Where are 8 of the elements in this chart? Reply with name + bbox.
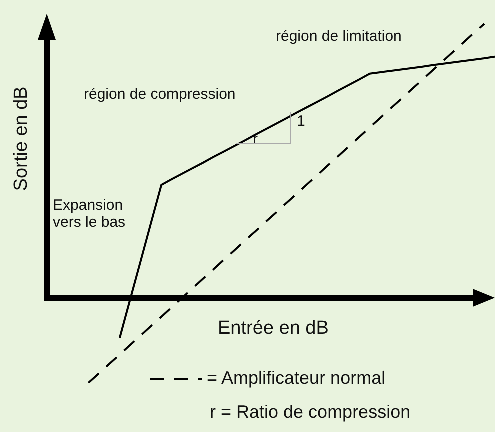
x-axis-title: Entrée en dB xyxy=(218,318,329,340)
annotation: région de compression xyxy=(84,86,236,104)
annotation: Expansion vers le bas xyxy=(53,197,126,232)
annotation: région de limitation xyxy=(276,28,402,46)
text: r = Ratio de compression xyxy=(210,402,411,423)
y-axis-title: Sortie en dB xyxy=(11,86,33,194)
annotation: 1 xyxy=(297,113,306,130)
legend-label: = Amplificateur normal xyxy=(206,368,386,389)
